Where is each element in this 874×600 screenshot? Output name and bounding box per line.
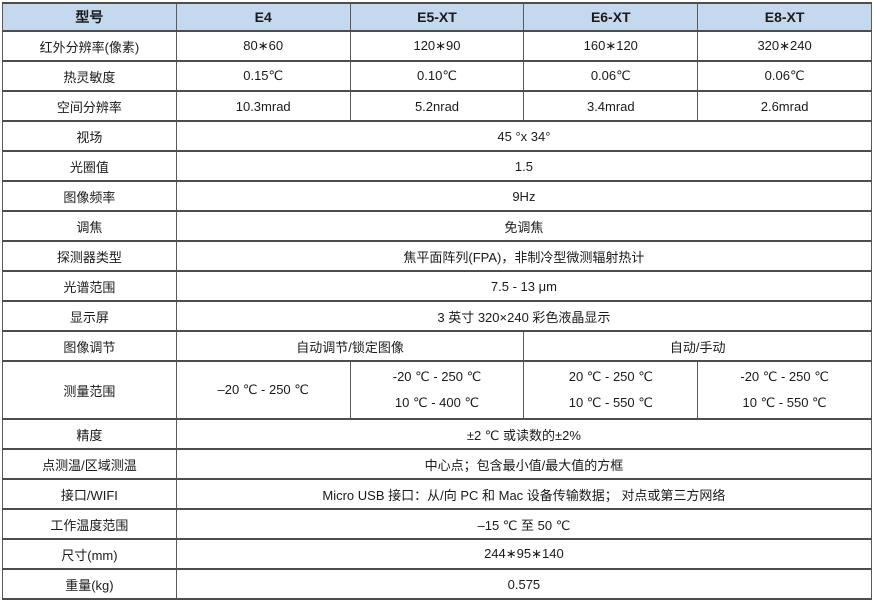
thermal-sensitivity-e6xt: 0.06℃: [523, 60, 699, 92]
spec-row-thermal-sensitivity: 热灵敏度 0.15℃ 0.10℃ 0.06℃ 0.06℃: [2, 60, 872, 92]
measure-range-e4-line1: –20 ℃ - 250 ℃: [217, 382, 309, 397]
spatial-resolution-e8xt: 2.6mrad: [697, 90, 872, 122]
header-model-e8xt: E8-XT: [697, 2, 872, 32]
table-header-row: 型号 E4 E5-XT E6-XT E8-XT: [2, 2, 872, 32]
weight-value: 0.575: [175, 568, 873, 600]
spec-label-interface-wifi: 接口/WIFI: [2, 478, 177, 510]
ir-resolution-e5xt: 120∗90: [349, 30, 525, 62]
spec-label-display: 显示屏: [2, 300, 177, 332]
spec-row-frame-rate: 图像频率 9Hz: [2, 180, 873, 212]
measure-range-e6xt: 20 ℃ - 250 ℃ 10 ℃ - 550 ℃: [523, 360, 699, 420]
spec-row-spectral-range: 光谱范围 7.5 - 13 μm: [2, 270, 873, 302]
spec-label-accuracy: 精度: [2, 418, 177, 450]
spec-row-spatial-resolution: 空间分辨率 10.3mrad 5.2nrad 3.4mrad 2.6mrad: [2, 90, 872, 122]
spec-label-fov: 视场: [2, 120, 177, 152]
spec-label-dimensions: 尺寸(mm): [2, 538, 177, 570]
spec-label-detector-type: 探测器类型: [2, 240, 177, 272]
spec-label-thermal-sensitivity: 热灵敏度: [2, 60, 177, 92]
thermal-sensitivity-e8xt: 0.06℃: [697, 60, 872, 92]
spec-row-detector-type: 探测器类型 焦平面阵列(FPA)，非制冷型微测辐射热计: [2, 240, 873, 272]
accuracy-value: ±2 ℃ 或读数的±2%: [175, 418, 873, 450]
measure-range-e6xt-line2: 10 ℃ - 550 ℃: [568, 395, 653, 410]
spatial-resolution-e4: 10.3mrad: [175, 90, 351, 122]
spec-row-fov: 视场 45 °x 34°: [2, 120, 873, 152]
display-value: 3 英寸 320×240 彩色液晶显示: [175, 300, 873, 332]
frame-rate-value: 9Hz: [175, 180, 873, 212]
image-adjust-e6xt-e8xt: 自动/手动: [523, 330, 872, 362]
spot-area-value: 中心点；包含最小值/最大值的方框: [175, 448, 873, 480]
measure-range-e8xt-line2: 10 ℃ - 550 ℃: [742, 395, 827, 410]
thermal-sensitivity-e5xt: 0.10℃: [349, 60, 525, 92]
thermal-sensitivity-e4: 0.15℃: [175, 60, 351, 92]
spec-label-measure-range: 测量范围: [2, 360, 177, 420]
measure-range-e5xt-line2: 10 ℃ - 400 ℃: [394, 395, 480, 410]
focus-value: 免调焦: [175, 210, 873, 242]
ir-resolution-e4: 80∗60: [175, 30, 351, 62]
spec-row-display: 显示屏 3 英寸 320×240 彩色液晶显示: [2, 300, 873, 332]
aperture-value: 1.5: [175, 150, 873, 182]
header-model-label: 型号: [2, 2, 177, 32]
spec-row-weight: 重量(kg) 0.575: [2, 568, 873, 600]
spatial-resolution-e6xt: 3.4mrad: [523, 90, 699, 122]
spec-label-aperture: 光圈值: [2, 150, 177, 182]
spec-row-accuracy: 精度 ±2 ℃ 或读数的±2%: [2, 418, 873, 450]
detector-type-value: 焦平面阵列(FPA)，非制冷型微测辐射热计: [175, 240, 873, 272]
measure-range-e8xt: -20 ℃ - 250 ℃ 10 ℃ - 550 ℃: [697, 360, 872, 420]
measure-range-e5xt-line1: -20 ℃ - 250 ℃: [392, 369, 482, 384]
ir-resolution-e6xt: 160∗120: [523, 30, 699, 62]
spec-label-weight: 重量(kg): [2, 568, 177, 600]
fov-value: 45 °x 34°: [175, 120, 873, 152]
spec-row-image-adjust: 图像调节 自动调节/锁定图像 自动/手动: [2, 330, 872, 362]
image-adjust-e4-e5xt: 自动调节/锁定图像: [175, 330, 525, 362]
measure-range-e8xt-line1: -20 ℃ - 250 ℃: [740, 369, 829, 384]
spec-row-measure-range: 测量范围 –20 ℃ - 250 ℃ -20 ℃ - 250 ℃ 10 ℃ - …: [2, 360, 872, 420]
header-model-e5xt: E5-XT: [349, 2, 525, 32]
spec-label-frame-rate: 图像频率: [2, 180, 177, 212]
operating-temp-value: –15 ℃ 至 50 ℃: [175, 508, 873, 540]
spec-row-operating-temp: 工作温度范围 –15 ℃ 至 50 ℃: [2, 508, 873, 540]
spec-row-spot-area: 点测温/区域测温 中心点；包含最小值/最大值的方框: [2, 448, 873, 480]
measure-range-e5xt: -20 ℃ - 250 ℃ 10 ℃ - 400 ℃: [349, 360, 525, 420]
spec-row-dimensions: 尺寸(mm) 244∗95∗140: [2, 538, 873, 570]
spec-row-ir-resolution: 红外分辨率(像素) 80∗60 120∗90 160∗120 320∗240: [2, 30, 872, 62]
measure-range-e6xt-line1: 20 ℃ - 250 ℃: [568, 369, 653, 384]
spec-label-spectral-range: 光谱范围: [2, 270, 177, 302]
spectral-range-value: 7.5 - 13 μm: [175, 270, 873, 302]
spec-row-focus: 调焦 免调焦: [2, 210, 873, 242]
spec-row-interface-wifi: 接口/WIFI Micro USB 接口：从/向 PC 和 Mac 设备传输数据…: [2, 478, 873, 510]
spatial-resolution-e5xt: 5.2nrad: [349, 90, 525, 122]
spec-label-ir-resolution: 红外分辨率(像素): [2, 30, 177, 62]
ir-resolution-e8xt: 320∗240: [697, 30, 872, 62]
interface-wifi-value: Micro USB 接口：从/向 PC 和 Mac 设备传输数据； 对点或第三方…: [175, 478, 873, 510]
header-model-e4: E4: [175, 2, 351, 32]
spec-label-spot-area: 点测温/区域测温: [2, 448, 177, 480]
spec-label-operating-temp: 工作温度范围: [2, 508, 177, 540]
spec-label-spatial-resolution: 空间分辨率: [2, 90, 177, 122]
header-model-e6xt: E6-XT: [523, 2, 699, 32]
spec-row-aperture: 光圈值 1.5: [2, 150, 873, 182]
spec-label-focus: 调焦: [2, 210, 177, 242]
measure-range-e4: –20 ℃ - 250 ℃: [175, 360, 351, 420]
dimensions-value: 244∗95∗140: [175, 538, 873, 570]
spec-label-image-adjust: 图像调节: [2, 330, 177, 362]
